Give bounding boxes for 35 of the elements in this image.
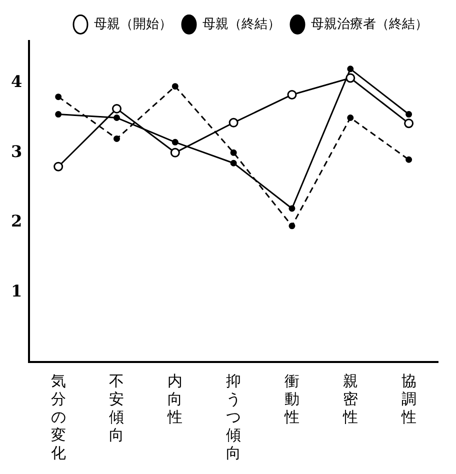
x-tick-label: 抑うつ傾向 xyxy=(226,372,242,462)
y-tick-label: 2 xyxy=(10,212,22,231)
point xyxy=(54,162,64,172)
point xyxy=(288,205,296,212)
x-tick-label: 衝動性 xyxy=(283,372,300,426)
point xyxy=(404,118,414,128)
point xyxy=(172,83,178,90)
point xyxy=(170,148,180,158)
x-tick-label: 内向性 xyxy=(166,372,183,426)
point xyxy=(287,90,297,100)
point xyxy=(55,111,62,118)
legend-label: 母親治療者（終結） xyxy=(311,16,428,32)
x-tick-label: 不安傾向 xyxy=(109,372,124,444)
y-tick-label: 1 xyxy=(10,281,22,300)
point xyxy=(112,104,122,114)
x-tick-label: 協調性 xyxy=(400,372,416,426)
point xyxy=(228,118,238,128)
y-tick-label: 4 xyxy=(10,72,22,92)
legend-label: 母親（開始） xyxy=(94,16,172,32)
point xyxy=(406,156,412,163)
x-tick-label: 親密性 xyxy=(342,372,358,426)
point xyxy=(347,114,354,122)
y-tick-label: 3 xyxy=(10,142,22,161)
point xyxy=(113,114,120,122)
point xyxy=(346,73,356,83)
point xyxy=(230,149,237,156)
x-tick-label: 気分の変化 xyxy=(50,372,66,462)
point xyxy=(172,138,178,146)
point xyxy=(347,66,354,72)
point xyxy=(230,160,237,166)
point xyxy=(406,111,412,118)
legend-label: 母親（終結） xyxy=(202,16,280,32)
point xyxy=(288,222,296,230)
point xyxy=(113,135,120,142)
point xyxy=(55,94,62,100)
